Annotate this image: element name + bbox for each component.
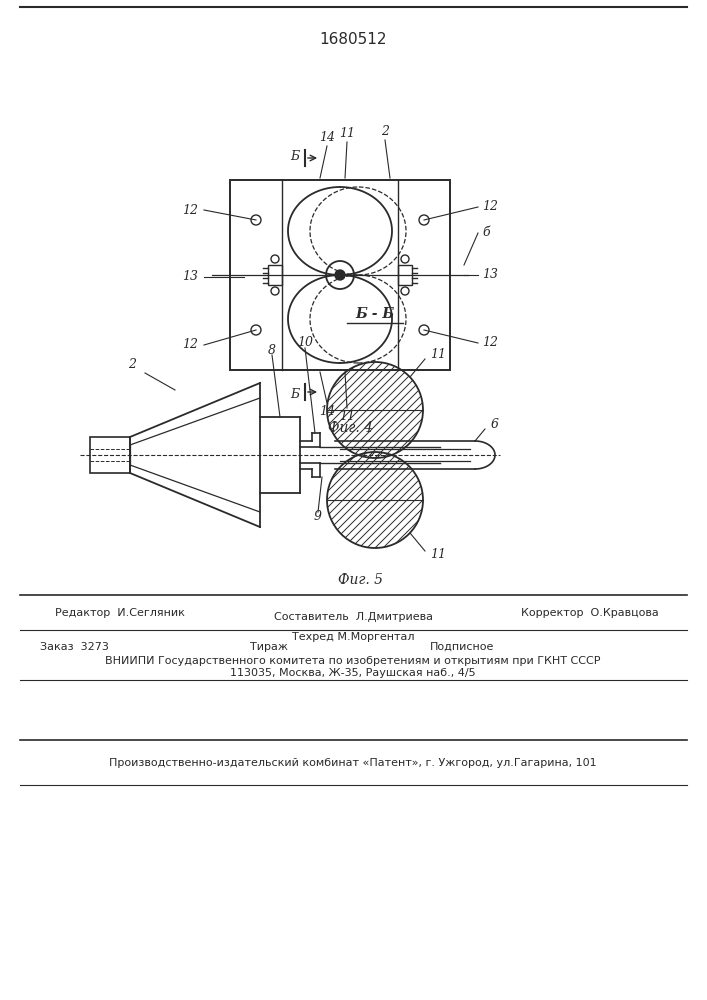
Text: 113035, Москва, Ж-35, Раушская наб., 4/5: 113035, Москва, Ж-35, Раушская наб., 4/5 — [230, 668, 476, 678]
Text: 12: 12 — [482, 200, 498, 214]
Text: 2: 2 — [381, 125, 389, 138]
Text: 9: 9 — [314, 510, 322, 524]
Text: Тираж: Тираж — [250, 642, 288, 652]
Bar — [230, 180, 450, 370]
Text: 10: 10 — [297, 336, 313, 350]
Text: 12: 12 — [482, 336, 498, 350]
Bar — [398, 265, 412, 285]
Text: 14: 14 — [319, 131, 335, 144]
Text: Заказ  3273: Заказ 3273 — [40, 642, 109, 652]
Text: 2: 2 — [128, 359, 136, 371]
Text: 6: 6 — [491, 418, 499, 432]
Text: Б: Б — [290, 149, 299, 162]
Text: 13: 13 — [482, 268, 498, 282]
Text: Корректор  О.Кравцова: Корректор О.Кравцова — [521, 607, 659, 617]
Text: Фиг. 5: Фиг. 5 — [337, 573, 382, 587]
Text: 11: 11 — [339, 410, 355, 423]
Bar — [268, 265, 282, 285]
Text: 11: 11 — [430, 349, 446, 361]
Text: Составитель  Л.Дмитриева: Составитель Л.Дмитриева — [274, 612, 433, 622]
Text: 8: 8 — [268, 344, 276, 357]
Text: Б - Б: Б - Б — [356, 307, 395, 321]
Text: 11: 11 — [339, 127, 355, 140]
Text: б: б — [482, 227, 490, 239]
Text: Производственно-издательский комбинат «Патент», г. Ужгород, ул.Гагарина, 101: Производственно-издательский комбинат «П… — [109, 758, 597, 768]
Text: 1680512: 1680512 — [320, 32, 387, 47]
Text: 11: 11 — [430, 548, 446, 562]
Text: Редактор  И.Сегляник: Редактор И.Сегляник — [55, 607, 185, 617]
Bar — [90, 437, 130, 473]
Text: Б: Б — [290, 387, 299, 400]
Text: ВНИИПИ Государственного комитета по изобретениям и открытиям при ГКНТ СССР: ВНИИПИ Государственного комитета по изоб… — [105, 656, 601, 666]
Text: Техред М.Моргентал: Техред М.Моргентал — [292, 632, 414, 642]
Text: 14: 14 — [319, 405, 335, 418]
Text: 12: 12 — [182, 204, 198, 217]
Text: 12: 12 — [182, 338, 198, 352]
Text: 13: 13 — [182, 270, 198, 284]
Circle shape — [335, 270, 345, 280]
Text: Подписное: Подписное — [430, 642, 494, 652]
Text: Фиг. 4: Фиг. 4 — [327, 421, 373, 435]
